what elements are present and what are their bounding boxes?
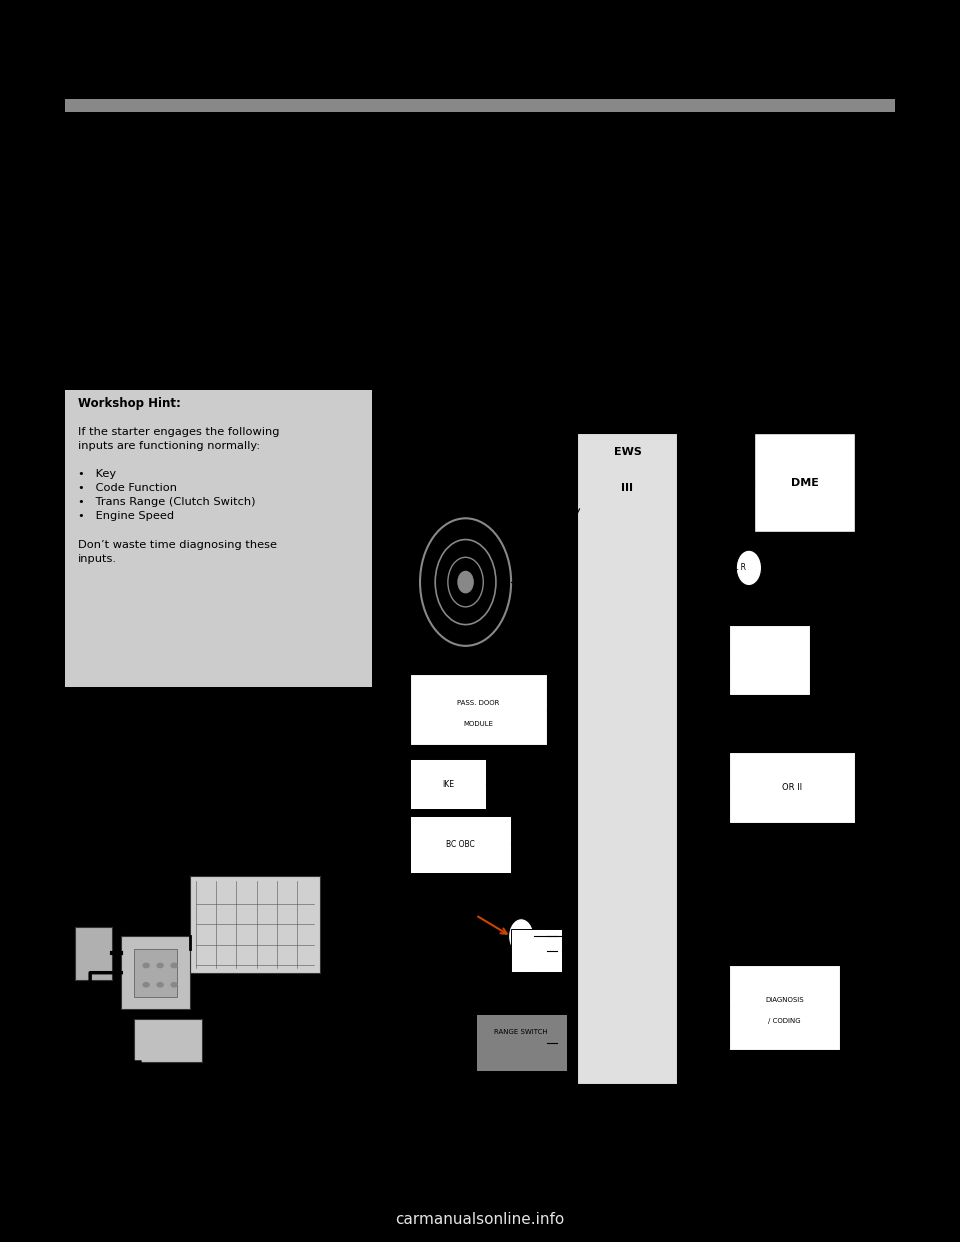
Bar (410, 759, 486, 809)
Circle shape (142, 963, 150, 969)
Bar (754, 433, 855, 533)
Text: carmanualsonline.info: carmanualsonline.info (396, 1212, 564, 1227)
Text: Workshop Hint:: Workshop Hint: (78, 396, 180, 410)
Text: inputs.: inputs. (78, 554, 117, 564)
Text: inputs. Entering the code incorrectly will prevent vehicle operation.: inputs. Entering the code incorrectly wi… (75, 288, 464, 302)
Text: trol module signals the GM over the K-Bus that an authorized key has been recogn: trol module signals the GM over the K-Bu… (75, 195, 599, 207)
Circle shape (156, 982, 164, 987)
Text: KL 30: KL 30 (482, 426, 510, 435)
Bar (729, 753, 855, 823)
Text: BC OBC: BC OBC (446, 840, 475, 848)
Bar (476, 1015, 566, 1071)
Text: OR II: OR II (781, 782, 802, 792)
Text: The lock and unlock information arrives at the GM over the P-Bus from the door m: The lock and unlock information arrives … (75, 156, 580, 169)
Text: and is sent via the K-Bus to the EWS III (3.2) control module.  This information: and is sent via the K-Bus to the EWS III… (75, 169, 592, 181)
Text: entered correctly during the start-up, the vehicle will operate normally based o: entered correctly during the start-up, t… (75, 276, 596, 288)
Text: •   Trans Range (Clutch Switch): • Trans Range (Clutch Switch) (78, 498, 255, 508)
Text: The code function status arrives at the EWS control module over the K-Bus. This : The code function status arrives at the … (75, 250, 588, 262)
Bar (65, 390, 372, 687)
Text: 17: 17 (845, 1126, 866, 1144)
Bar (133, 949, 178, 997)
Bar (65, 99, 895, 112)
Bar (121, 936, 190, 1009)
Circle shape (171, 963, 178, 969)
Text: •   Code Function: • Code Function (78, 483, 177, 493)
Text: EWS: EWS (842, 1153, 866, 1163)
Text: 17: 17 (849, 1119, 870, 1138)
Text: EWS: EWS (613, 447, 641, 457)
Bar (75, 927, 112, 980)
Text: RANGE SWITCH: RANGE SWITCH (494, 1028, 548, 1035)
Text: inputs are functioning normally:: inputs are functioning normally: (78, 441, 260, 451)
Circle shape (156, 963, 164, 969)
Text: MODULE: MODULE (464, 720, 493, 727)
Text: Range Selector Position: Range Selector Position (75, 313, 243, 327)
Text: Lock and Unlock Requests: Lock and Unlock Requests (75, 139, 258, 152)
Text: DIAGNOSIS: DIAGNOSIS (765, 997, 804, 1004)
Text: 61 3 190 for EWS III (3.2) diagnosis.: 61 3 190 for EWS III (3.2) diagnosis. (75, 1108, 285, 1120)
Text: Don’t waste time diagnosing these: Don’t waste time diagnosing these (78, 539, 276, 549)
Text: EWS control module the lock status of the vehicle (lock/double lock). The EWS II: EWS control module the lock status of th… (75, 181, 599, 195)
Text: III: III (621, 483, 634, 493)
Text: KL R: KL R (729, 564, 746, 573)
Text: DME: DME (791, 478, 819, 488)
Circle shape (142, 982, 150, 987)
Text: EWS: EWS (848, 1144, 870, 1154)
Text: P BUS: P BUS (545, 755, 568, 764)
Circle shape (736, 550, 761, 586)
Bar (190, 876, 321, 972)
Circle shape (458, 571, 473, 592)
Text: ← KL 30: ← KL 30 (780, 614, 809, 622)
Text: / CODING: / CODING (768, 1018, 801, 1025)
Circle shape (171, 982, 178, 987)
Text: case of loss of signal from the range switch.: case of loss of signal from the range sw… (75, 356, 329, 369)
Text: If the starter engages the following: If the starter engages the following (78, 427, 279, 437)
Bar (511, 929, 562, 971)
Bar (729, 625, 809, 696)
Bar (577, 433, 678, 1086)
Text: 13 pin cable adapter P/N: 13 pin cable adapter P/N (75, 1093, 218, 1107)
Text: - Engine Speed
- Doors
- Range Selection
- Lock - Unlock: - Engine Speed - Doors - Range Selection… (526, 816, 574, 840)
Text: Range selector position is still provided directly to the EWS III (3.2) control : Range selector position is still provide… (75, 330, 604, 344)
Circle shape (509, 919, 534, 954)
Bar (133, 1018, 203, 1062)
Text: KL 60: KL 60 (724, 614, 745, 622)
Text: P/N
SELECTED: P/N SELECTED (468, 1086, 504, 1098)
Text: RING ANTENNA: RING ANTENNA (439, 660, 492, 666)
Text: IBN: IBN (724, 457, 736, 466)
Bar (410, 674, 546, 745)
Text: tion allows/disallows vehicle operation based on code status. If a code has been: tion allows/disallows vehicle operation … (75, 262, 584, 276)
Text: requests the doors be removed from the double lock position.: requests the doors be removed from the d… (75, 207, 431, 221)
Text: •   Engine Speed: • Engine Speed (78, 512, 174, 522)
Text: PASS. DOOR: PASS. DOOR (457, 699, 499, 705)
Text: IKE: IKE (442, 780, 454, 789)
Text: Transmission Range Selector Switch. Redundant information is provided over the K: Transmission Range Selector Switch. Redu… (75, 344, 590, 356)
Text: HALL
EFFECT: HALL EFFECT (523, 971, 549, 985)
Text: CLUTCH
SWITCH: CLUTCH SWITCH (437, 908, 464, 922)
Bar (410, 816, 511, 873)
Text: K BUS: K BUS (545, 790, 568, 799)
Text: •   Key: • Key (78, 469, 116, 479)
Text: Code Function: Code Function (75, 232, 175, 245)
Bar (729, 965, 840, 1049)
